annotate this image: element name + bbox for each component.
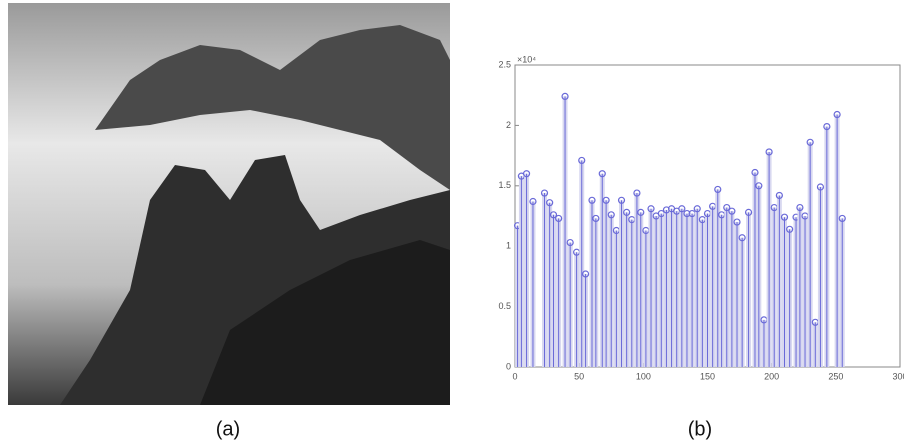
stem-marker: [755, 182, 763, 190]
stem-marker: [823, 123, 831, 131]
stem-marker: [693, 205, 701, 213]
stem-marker: [617, 196, 626, 204]
stem-marker: [806, 138, 814, 146]
stem-marker: [602, 196, 610, 204]
stem-marker: [623, 208, 631, 216]
stem-marker: [581, 270, 590, 278]
stem-marker: [796, 203, 804, 212]
x-tick-label: 250: [828, 371, 843, 381]
stem-marker: [765, 148, 773, 156]
stem-marker: [786, 225, 794, 233]
stem-marker: [598, 170, 606, 178]
y-tick-label: 2: [506, 120, 511, 130]
stem-marker: [728, 207, 736, 215]
x-tick-label: 100: [636, 371, 651, 381]
stem-marker: [529, 197, 537, 206]
x-tick-label: 150: [700, 371, 715, 381]
stem-marker: [592, 214, 600, 223]
stem-marker: [714, 185, 722, 194]
caption: (a): [216, 418, 240, 440]
stem-marker: [647, 205, 655, 213]
stem-marker: [566, 238, 574, 247]
y-tick-label: 0.5: [498, 301, 511, 311]
stem-marker: [588, 196, 596, 204]
stem-marker: [678, 205, 686, 213]
stem-marker: [522, 170, 531, 178]
y-tick-label: 0: [506, 361, 511, 371]
stem-marker: [780, 213, 789, 221]
stem-marker: [633, 189, 641, 197]
stem-marker: [578, 156, 586, 165]
y-tick-label: 1.5: [498, 180, 511, 190]
x-tick-label: 300: [892, 371, 904, 381]
x-tick-label: 200: [764, 371, 779, 381]
x-tick-label: 50: [574, 371, 584, 381]
stem-marker: [744, 208, 753, 216]
photo: [8, 3, 450, 405]
x-tick-label: 0: [512, 371, 517, 381]
stem-marker: [540, 189, 549, 197]
stem-marker: [775, 191, 783, 200]
stem-marker: [637, 208, 645, 216]
caption: (b): [688, 418, 712, 440]
stem-marker: [816, 183, 825, 191]
y-tick-label: 1: [506, 241, 511, 251]
stem-marker: [733, 218, 741, 226]
stem-marker: [549, 211, 558, 219]
stem-marker: [833, 110, 841, 119]
stem-marker: [546, 199, 554, 207]
y-multiplier: ×10⁴: [517, 54, 536, 64]
stem-marker: [607, 211, 615, 219]
stem-marker: [838, 214, 846, 223]
stem-marker: [738, 234, 746, 242]
stem-marker: [555, 214, 563, 223]
stem-marker: [723, 203, 731, 212]
stem-marker: [561, 92, 569, 101]
y-tick-label: 2.5: [498, 59, 511, 69]
stem-marker: [751, 168, 759, 177]
